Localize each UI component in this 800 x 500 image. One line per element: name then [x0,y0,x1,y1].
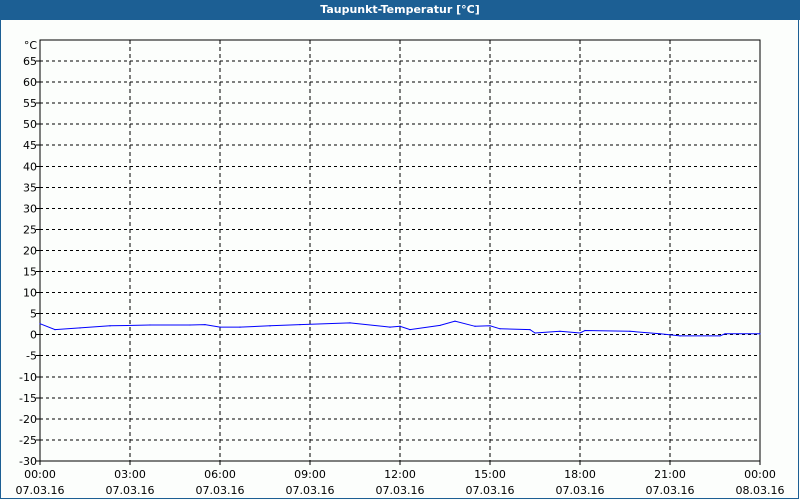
data-point [299,323,301,326]
data-point [239,326,241,328]
data-point [499,328,501,330]
data-point [79,327,81,329]
y-tick-label: 45 [23,139,37,152]
x-tick-time: 00:00 [24,468,56,481]
data-point [489,325,491,327]
data-point [149,324,151,326]
x-tick-date: 07.03.16 [286,484,335,497]
chart-title: Taupunkt-Temperatur [°C] [0,0,800,20]
data-point [389,326,391,328]
data-point [109,325,111,327]
x-tick-date: 07.03.16 [646,484,695,497]
y-tick-label: -15 [19,392,37,405]
y-tick-label: 15 [23,266,37,279]
data-point [474,325,476,327]
x-tick-time: 18:00 [564,468,596,481]
x-tick-date: 07.03.16 [16,484,65,497]
y-tick-label: 40 [23,160,37,173]
y-tick-label: 20 [23,244,37,257]
y-axis-unit: °C [24,39,38,52]
chart-frame [0,20,799,499]
data-point [559,330,561,332]
y-tick-label: -10 [19,371,37,384]
y-tick-label: 0 [30,329,37,342]
data-point [349,322,351,324]
y-tick-label: 60 [23,76,37,89]
data-point [409,329,411,331]
y-tick-label: -25 [19,434,37,447]
data-point [719,335,721,337]
y-tick-label: 35 [23,181,37,194]
data-point [269,325,271,327]
y-tick-label: 10 [23,287,37,300]
y-tick-label: 30 [23,202,37,215]
x-tick-time: 21:00 [654,468,686,481]
data-point [204,323,206,326]
y-tick-label: -30 [19,455,37,468]
data-point [534,332,536,334]
data-point [629,330,631,332]
x-tick-time: 09:00 [294,468,326,481]
x-tick-time: 03:00 [114,468,146,481]
x-tick-time: 15:00 [474,468,506,481]
y-tick-label: 25 [23,223,37,236]
x-tick-time: 06:00 [204,468,236,481]
data-point [679,335,681,337]
y-tick-label: -5 [26,350,37,363]
data-point [454,320,456,322]
plot-border [39,39,761,462]
x-tick-date: 07.03.16 [466,484,515,497]
data-point [439,324,441,327]
data-point [529,329,531,331]
data-point [579,332,581,334]
y-tick-label: -20 [19,413,37,426]
x-tick-date: 07.03.16 [376,484,425,497]
data-point [399,325,401,327]
y-tick-label: 5 [30,308,37,321]
y-tick-label: 50 [23,118,37,131]
x-tick-date: 07.03.16 [196,484,245,497]
data-point [39,323,41,325]
x-tick-time: 12:00 [384,468,416,481]
x-tick-time: 00:00 [744,468,776,481]
data-point [219,326,221,328]
y-tick-label: 65 [23,55,37,68]
data-point [759,333,761,335]
data-point [724,333,726,335]
data-point [659,333,661,335]
data-point [189,324,191,326]
data-point [584,329,586,332]
x-tick-date: 08.03.16 [736,484,785,497]
x-tick-date: 07.03.16 [106,484,155,497]
x-tick-date: 07.03.16 [556,484,605,497]
data-point [54,329,56,331]
y-tick-label: 55 [23,97,37,110]
